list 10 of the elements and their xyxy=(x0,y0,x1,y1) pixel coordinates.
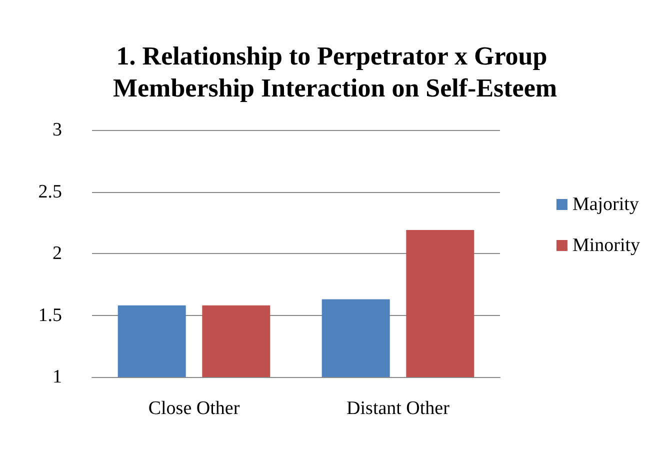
y-tick-label: 2 xyxy=(52,243,62,264)
legend-label: Minority xyxy=(572,235,640,256)
chart-title: 1. Relationship to Perpetrator x Group Membership Interaction on Self-Esteem xyxy=(112,42,558,102)
y-tick-label: 2.5 xyxy=(38,181,62,202)
y-tick-label: 1.5 xyxy=(38,304,62,326)
y-tick-label: 1 xyxy=(52,366,62,388)
y-tick-label: 3 xyxy=(52,120,62,140)
x-tick-label: Distant Other xyxy=(346,398,450,419)
x-tick-label: Close Other xyxy=(148,398,240,419)
legend-label: Majority xyxy=(572,194,640,215)
